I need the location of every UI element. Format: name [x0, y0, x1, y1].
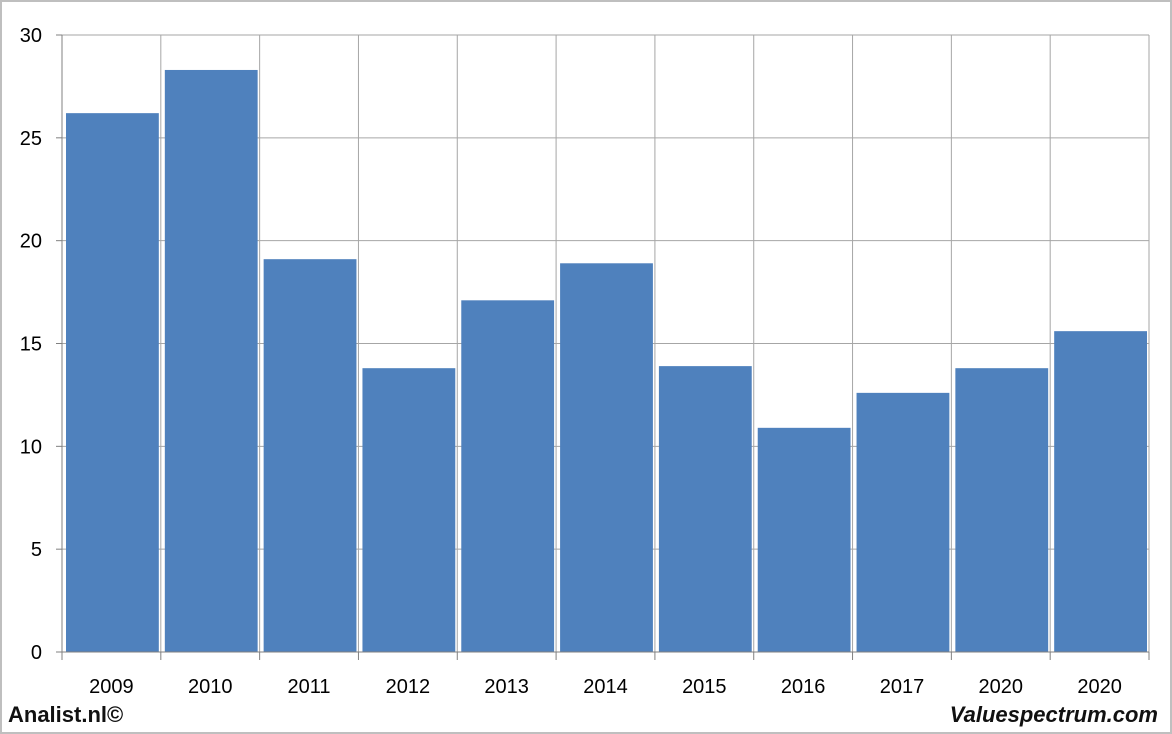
bars [66, 69, 1147, 653]
y-tick-label: 5 [31, 539, 42, 561]
gridlines [61, 34, 1150, 652]
footer-source-right: Valuespectrum.com [949, 702, 1158, 727]
y-tick-label: 25 [20, 128, 42, 150]
bar-2015-6 [658, 366, 752, 652]
bar-2014-5 [560, 263, 653, 652]
x-tick-label: 2014 [583, 676, 628, 698]
x-tick-label: 2020 [979, 676, 1024, 698]
bar-2020-10 [1054, 331, 1147, 652]
x-tick-label: 2011 [288, 676, 331, 698]
bar-2016-7 [757, 427, 851, 652]
x-tick-label: 2020 [1077, 676, 1122, 698]
x-tick-label: 2015 [682, 676, 727, 698]
bar-2010-1 [164, 69, 258, 653]
axes [56, 34, 1150, 660]
bar-2012-3 [362, 368, 456, 652]
x-tick-label: 2016 [781, 676, 826, 698]
y-tick-label: 30 [20, 25, 42, 47]
x-tick-label: 2013 [484, 676, 529, 698]
y-tick-label: 15 [20, 334, 42, 356]
x-tick-label: 2009 [89, 676, 134, 698]
x-tick-labels: 2009 2010 2011 2012 2013 2014 2015 2016 2017 2020… [89, 676, 1122, 698]
bar-2009-0 [66, 113, 159, 653]
bar-2011-2 [263, 259, 357, 652]
x-tick-label: 2012 [386, 676, 431, 698]
bar-2020-9 [955, 368, 1049, 652]
y-tick-labels: 0 5 10 15 20 25 30 [20, 25, 42, 664]
bar-2013-4 [461, 300, 555, 652]
bar-2017-8 [856, 392, 950, 652]
y-tick-label: 20 [20, 231, 42, 253]
x-tick-label: 2010 [188, 676, 233, 698]
y-tick-label: 10 [20, 436, 42, 458]
footer-source-left: Analist.nl© [8, 702, 124, 727]
y-tick-label: 0 [31, 642, 42, 664]
x-tick-label: 2017 [880, 676, 925, 698]
